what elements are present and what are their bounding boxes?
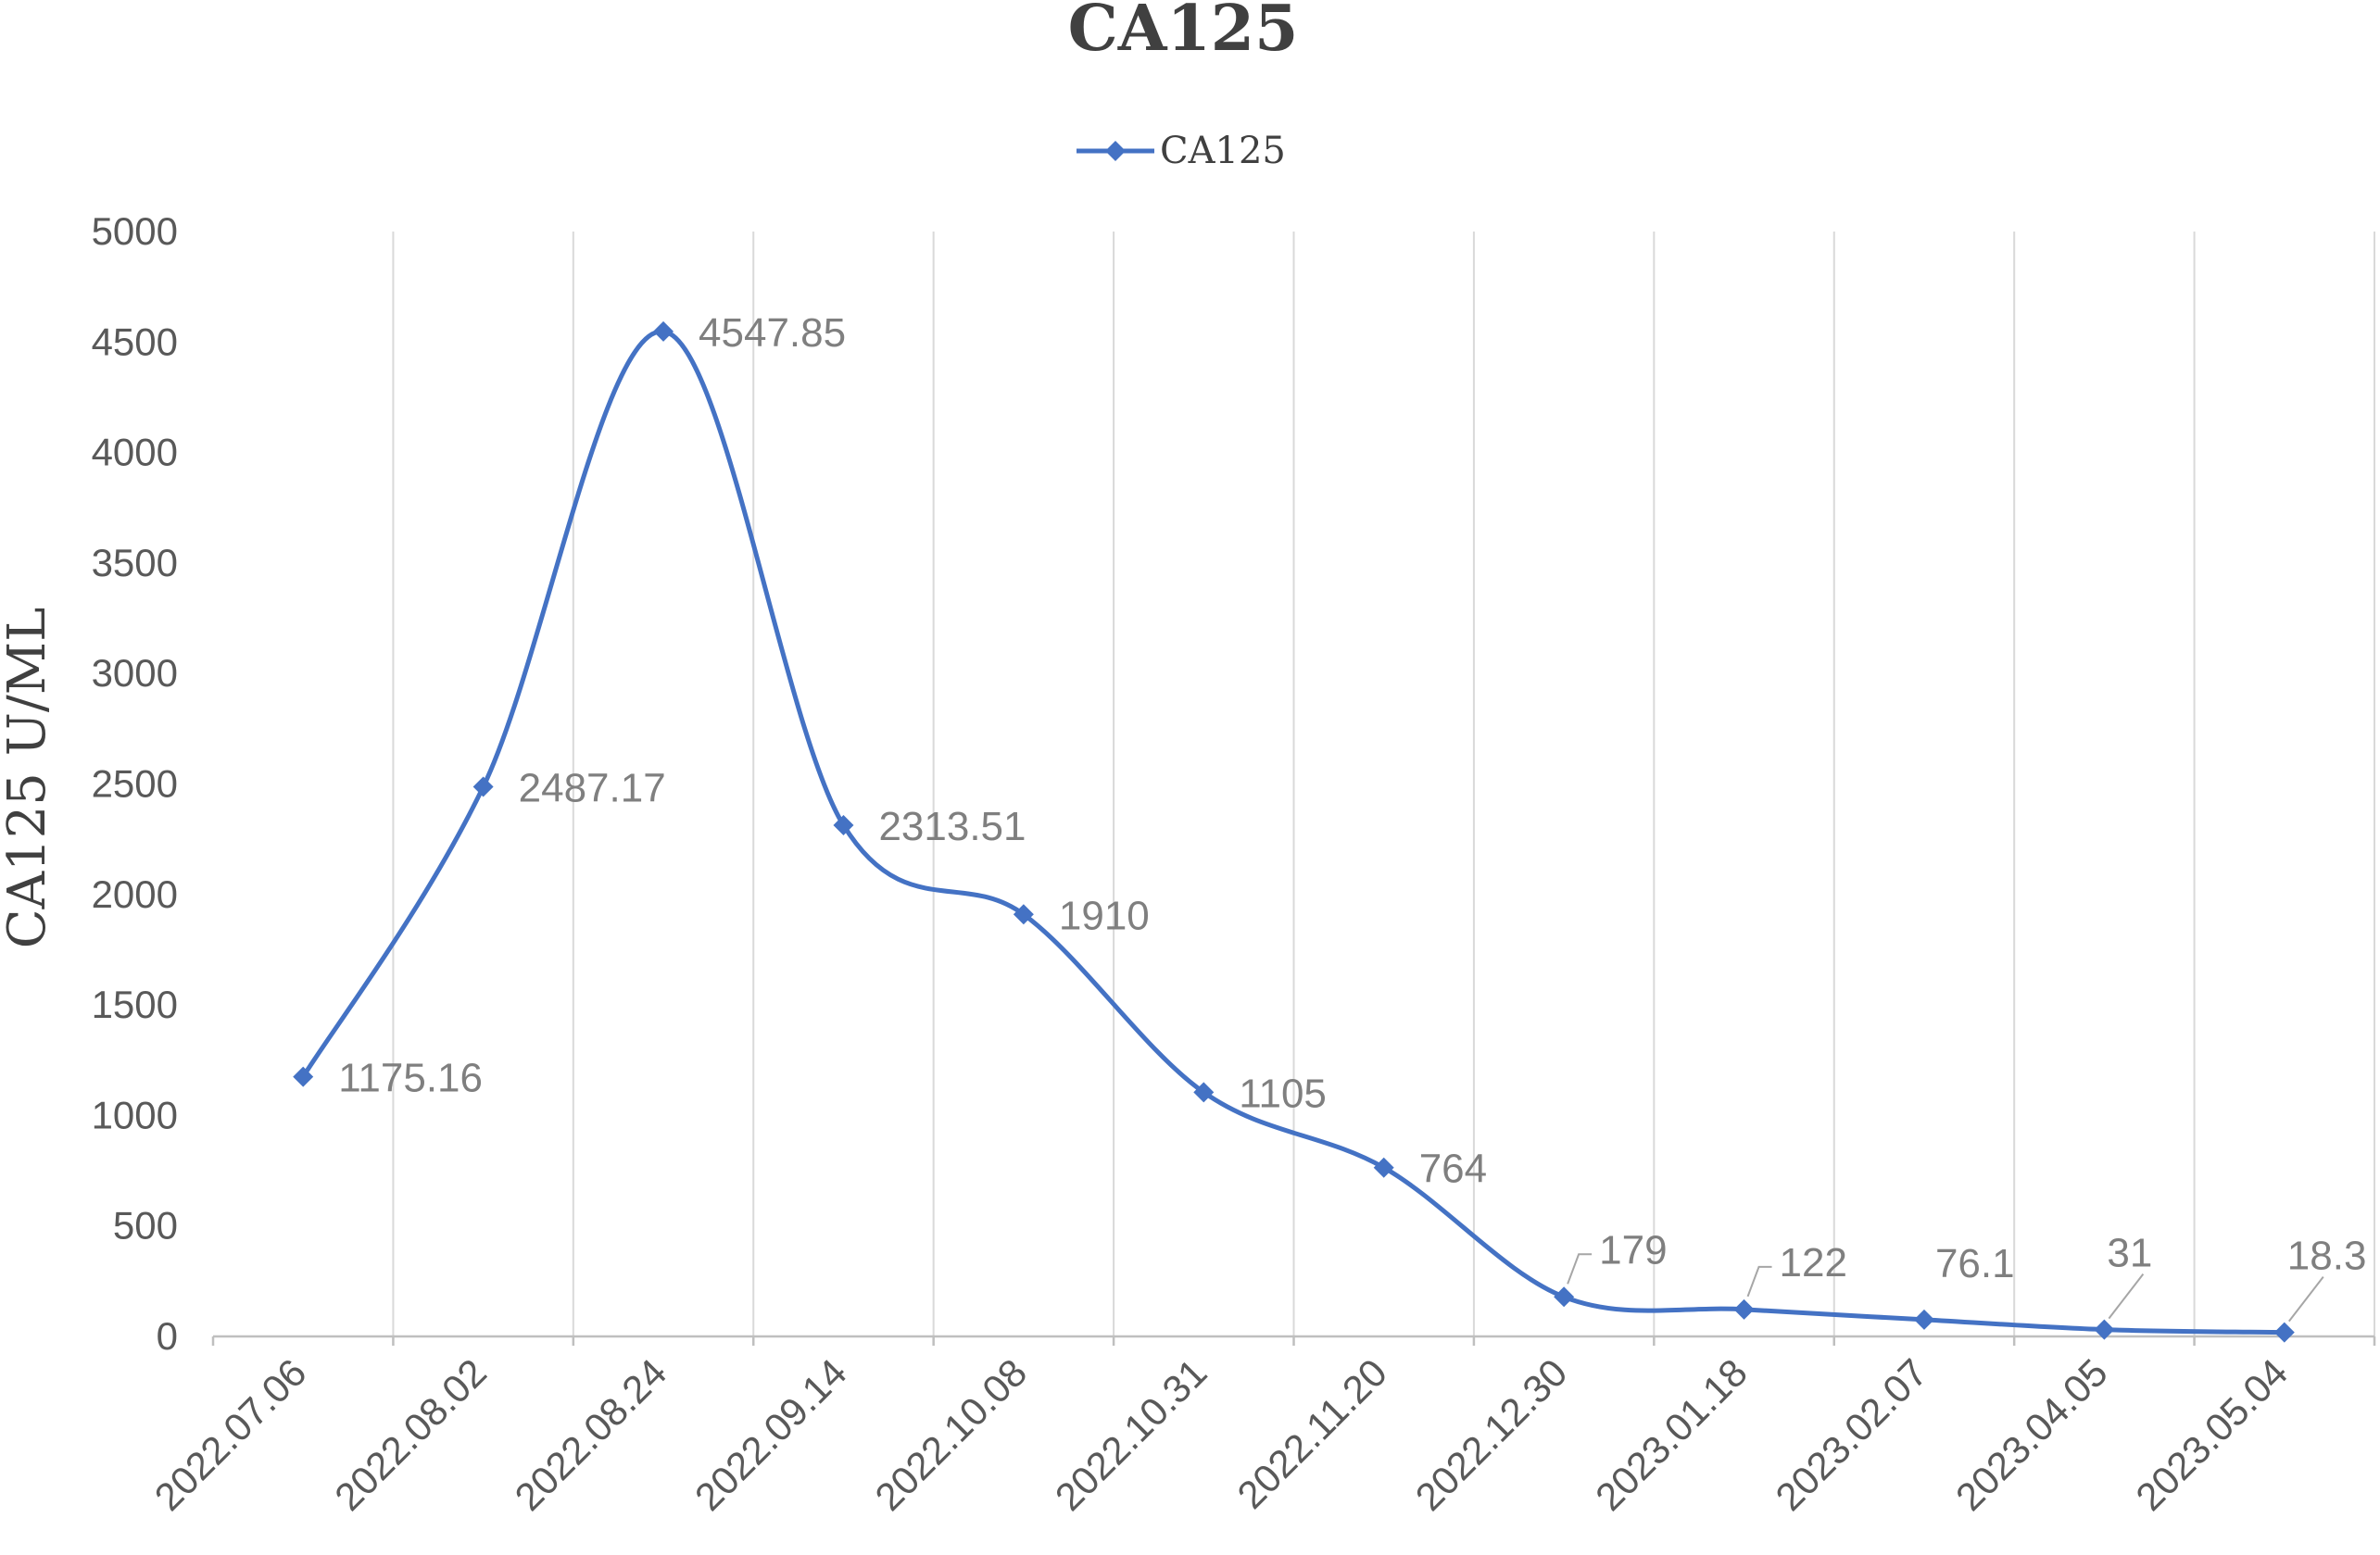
data-label: 2487.17: [519, 766, 666, 811]
x-tick-label: 2022.10.31: [1047, 1350, 1215, 1519]
x-tick-label: 2022.11.20: [1228, 1350, 1395, 1517]
y-tick-label: 5000: [92, 209, 178, 253]
data-label: 18.3: [2287, 1234, 2367, 1279]
data-label: 31: [2107, 1231, 2152, 1276]
data-label-leader: [2287, 1276, 2324, 1323]
data-label-leader: [1746, 1265, 1772, 1298]
data-label: 1910: [1059, 893, 1150, 938]
x-axis-ticks: 2022.07.06 2022.08.02 2022.08.24 2022.09.14…: [146, 1350, 2296, 1519]
data-label: 764: [1419, 1147, 1487, 1192]
data-point-marker: [1554, 1286, 1575, 1308]
y-tick-label: 2000: [92, 872, 178, 916]
data-label: 1105: [1239, 1071, 1327, 1116]
y-tick-label: 500: [113, 1204, 178, 1248]
data-labels: 1175.16 2487.17 4547.85 2313.51 1910 1105 764 1…: [338, 310, 2367, 1323]
x-tick-label: 2022.08.02: [326, 1350, 495, 1519]
legend-label: CA125: [1160, 130, 1286, 172]
x-tick-label: 2022.12.30: [1407, 1350, 1576, 1519]
data-markers: [293, 320, 2295, 1343]
x-tick-label: 2023.01.18: [1587, 1350, 1756, 1519]
y-tick-label: 1000: [92, 1093, 178, 1136]
data-point-marker: [293, 1066, 314, 1087]
y-tick-label: 1500: [92, 983, 178, 1026]
chart-title: CA125: [1068, 0, 1299, 66]
x-tick-label: 2022.07.06: [146, 1350, 315, 1519]
series-ca125: [300, 329, 2287, 1336]
y-tick-label: 4500: [92, 320, 178, 363]
y-axis-ticks: 0 500 1000 1500 2000 2500 3000 3500 4000 4500 5000: [92, 209, 178, 1358]
data-point-marker: [833, 814, 854, 835]
legend-diamond-marker: [1105, 141, 1126, 161]
data-label: 4547.85: [699, 310, 846, 356]
y-tick-label: 3500: [92, 541, 178, 584]
x-tick-label: 2023.02.07: [1767, 1350, 1935, 1519]
data-point-marker: [1013, 904, 1034, 925]
legend: CA125: [1077, 130, 1286, 172]
series-line-ca125: [300, 329, 2287, 1336]
data-point-marker: [1733, 1298, 1755, 1320]
x-tick-label: 2023.05.04: [2127, 1350, 2296, 1519]
data-point-marker: [653, 320, 674, 342]
data-label-leader: [1567, 1253, 1593, 1285]
y-axis-label: CA125 U/ML: [0, 608, 57, 949]
data-point-marker: [2094, 1319, 2115, 1340]
x-tick-label: 2023.04.05: [1947, 1350, 2116, 1519]
data-point-marker: [2273, 1322, 2295, 1343]
data-point-marker: [472, 776, 494, 797]
y-tick-label: 0: [157, 1314, 178, 1358]
y-tick-label: 4000: [92, 431, 178, 474]
data-point-marker: [1193, 1082, 1215, 1103]
y-tick-label: 2500: [92, 762, 178, 806]
data-label: 1175.16: [338, 1056, 483, 1101]
data-label: 179: [1599, 1227, 1667, 1273]
data-point-marker: [1913, 1309, 1934, 1330]
x-axis: [211, 1335, 2376, 1346]
data-label: 2313.51: [878, 804, 1026, 849]
data-label: 76.1: [1935, 1241, 2015, 1286]
x-tick-label: 2022.09.14: [686, 1350, 855, 1519]
gridlines: [392, 232, 2375, 1336]
data-label: 122: [1780, 1240, 1847, 1285]
data-label-leader: [2108, 1273, 2145, 1320]
x-tick-label: 2022.08.24: [507, 1350, 675, 1519]
data-point-marker: [1373, 1157, 1394, 1178]
x-tick-label: 2022.10.08: [866, 1350, 1035, 1519]
y-tick-label: 3000: [92, 651, 178, 695]
